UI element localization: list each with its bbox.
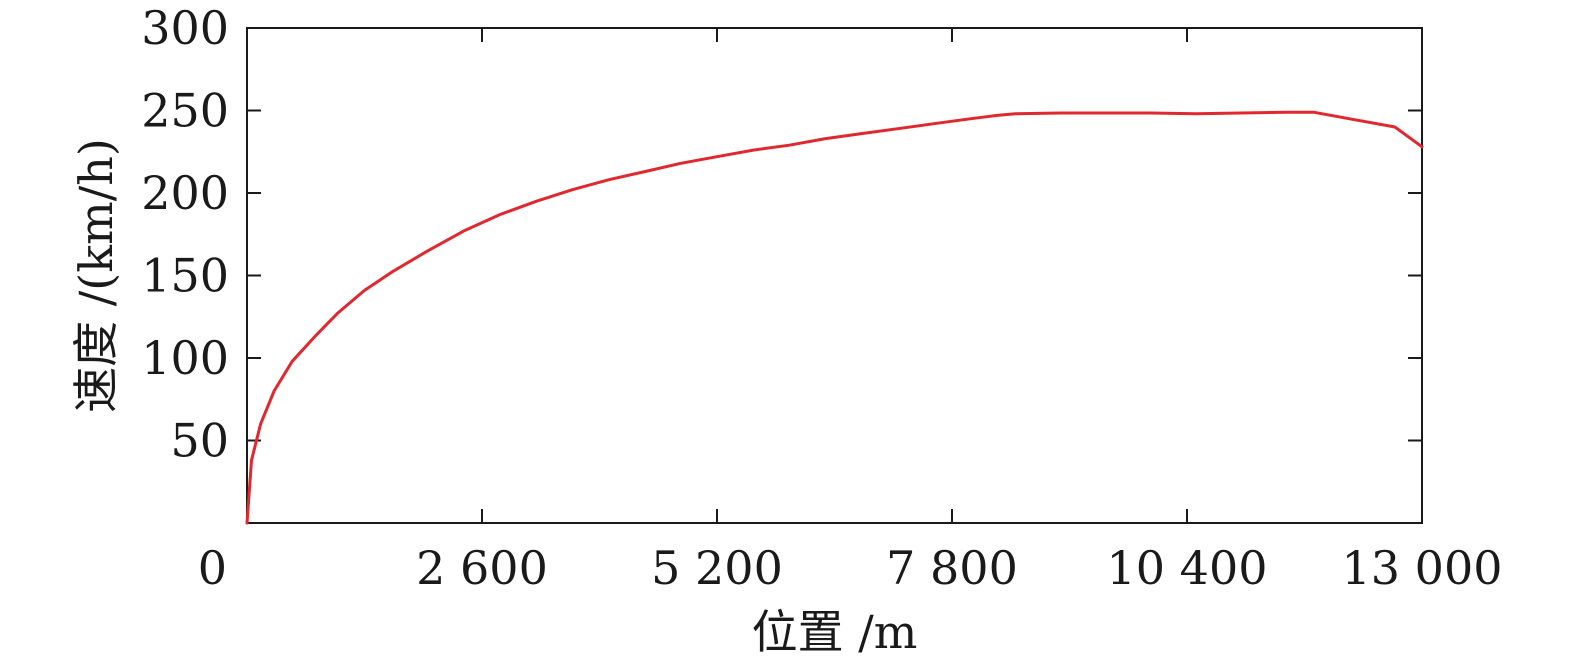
x-tick-label: 13 000 [1342,541,1503,595]
y-axis-ticks: 50 100 150 200 250 300 [141,1,1422,468]
x-tick-label: 10 400 [1107,541,1268,595]
y-tick-label: 100 [141,331,229,385]
x-axis-label: 位置 /m [752,605,918,659]
x-tick-label: 2 600 [416,541,548,595]
y-tick-label: 300 [141,1,229,55]
y-tick-label: 250 [141,84,229,138]
y-tick-label: 150 [141,249,229,303]
y-tick-label: 200 [141,166,229,220]
y-tick-label: 50 [170,414,229,468]
y-axis-label: 速度 /(km/h) [69,138,123,413]
x-tick-label: 0 [198,541,227,595]
series-layer [245,110,1424,525]
plot-area-border [246,27,1423,524]
x-axis-ticks: 0 2 600 5 200 7 800 10 400 13 000 [198,28,1503,595]
speed-series-line [245,110,1424,525]
x-tick-label: 5 200 [651,541,783,595]
plot-frame [246,27,1423,524]
x-tick-label: 7 800 [886,541,1018,595]
